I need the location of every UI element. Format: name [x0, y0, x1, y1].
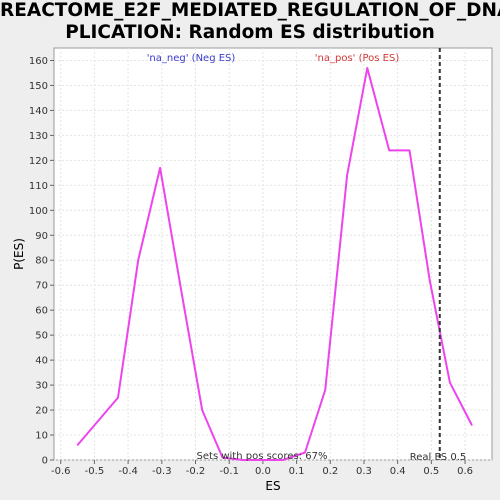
data-point	[159, 167, 161, 169]
data-point	[428, 279, 431, 282]
sets-with-pos-annotation: Sets with pos scores: 67%	[197, 451, 328, 462]
x-tick-label: -0.1	[219, 466, 239, 477]
data-point	[221, 456, 224, 459]
x-tick-label: 0.0	[255, 466, 271, 477]
y-axis-label: P(ES)	[12, 238, 26, 270]
x-tick-label: -0.6	[51, 466, 71, 477]
y-tick-label: 130	[29, 131, 48, 142]
data-point	[76, 444, 79, 446]
chart-title: REACTOME_E2F_MEDIATED_REGULATION_OF_DNA_…	[0, 0, 500, 44]
y-tick-label: 120	[29, 156, 48, 167]
x-tick-label: -0.2	[186, 466, 206, 477]
data-point	[408, 149, 411, 152]
x-tick-label: 0.1	[289, 466, 305, 477]
data-point	[324, 389, 327, 391]
x-tick-label: -0.3	[152, 466, 172, 477]
data-point	[282, 459, 284, 461]
x-tick-label: 0.2	[322, 466, 338, 477]
x-tick-label: 0.3	[356, 466, 372, 477]
y-tick-label: 50	[35, 331, 48, 342]
x-tick-label: 0.4	[390, 466, 406, 477]
data-point	[388, 149, 391, 152]
data-point	[449, 381, 451, 384]
data-point	[304, 451, 306, 454]
data-point	[470, 424, 473, 426]
data-point	[366, 67, 369, 69]
data-point	[241, 459, 244, 461]
data-point	[137, 259, 140, 262]
y-axis: 0 10 20 30 40 50 60 70 80 90 100 110 120 130 140 150 160	[29, 56, 54, 467]
data-point	[262, 459, 264, 461]
chart-title-line-2: PLICATION: Random ES distribution	[65, 22, 435, 43]
data-point	[179, 284, 182, 287]
data-point	[346, 174, 348, 177]
data-point	[201, 409, 204, 411]
data-points	[76, 67, 473, 461]
legend-pos: 'na_pos' (Pos ES)	[315, 53, 400, 64]
y-tick-label: 70	[35, 281, 48, 292]
x-tick-label: 0.5	[423, 466, 439, 477]
y-tick-label: 160	[29, 56, 48, 67]
y-tick-label: 100	[29, 206, 48, 217]
plot-area	[53, 47, 493, 461]
chart-title-line-1: REACTOME_E2F_MEDIATED_REGULATION_OF_DNA_…	[0, 0, 500, 21]
y-tick-label: 30	[35, 381, 48, 392]
x-tick-label: -0.4	[118, 466, 138, 477]
y-tick-label: 60	[35, 306, 48, 317]
y-tick-label: 90	[35, 231, 48, 242]
y-tick-label: 0	[42, 456, 48, 467]
legend-neg: 'na_neg' (Neg ES)	[147, 53, 236, 64]
x-tick-label: -0.5	[85, 466, 105, 477]
y-tick-label: 10	[35, 431, 48, 442]
real-es-annotation: Real ES 0.5	[410, 452, 466, 463]
y-tick-label: 20	[35, 406, 48, 417]
y-tick-label: 80	[35, 256, 48, 267]
y-tick-label: 40	[35, 356, 48, 367]
y-tick-label: 140	[29, 106, 48, 117]
x-axis-label: ES	[265, 479, 280, 493]
x-axis: -0.6 -0.5 -0.4 -0.3 -0.2 -0.1 0.0 0.1 0.2 0.3 0.4 0…	[51, 460, 473, 477]
data-point	[117, 396, 119, 399]
y-tick-label: 110	[29, 181, 48, 192]
x-tick-label: 0.6	[457, 466, 473, 477]
y-tick-label: 150	[29, 81, 48, 92]
